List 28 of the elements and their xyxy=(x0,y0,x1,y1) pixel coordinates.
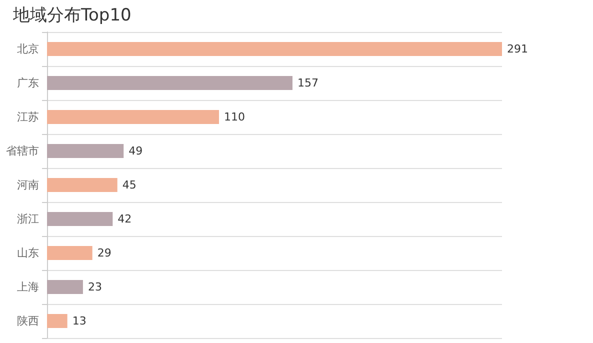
y-tick-label: 江苏 xyxy=(17,110,39,124)
y-tick-label: 河南 xyxy=(17,178,39,192)
bar xyxy=(47,144,124,158)
y-tick-label: 广东 xyxy=(17,76,39,90)
bar xyxy=(47,280,83,294)
bar xyxy=(47,42,502,56)
y-tick-label: 浙江 xyxy=(17,212,39,226)
data-label: 49 xyxy=(128,144,143,158)
y-tick-label: 省辖市 xyxy=(6,144,39,158)
data-label: 23 xyxy=(88,280,102,294)
bar xyxy=(47,110,219,124)
bar xyxy=(47,178,118,192)
y-tick-label: 上海 xyxy=(17,280,39,294)
data-label: 110 xyxy=(224,110,245,124)
data-label: 29 xyxy=(97,246,112,260)
chart-title: 地域分布Top10 xyxy=(12,6,132,26)
bar xyxy=(47,212,113,226)
bar xyxy=(47,246,92,260)
data-label: 291 xyxy=(507,42,528,56)
data-label: 45 xyxy=(122,178,136,192)
y-tick-label: 山东 xyxy=(17,246,39,260)
data-label: 13 xyxy=(72,314,86,328)
data-label: 42 xyxy=(118,212,132,226)
y-tick-label: 陕西 xyxy=(17,314,39,328)
bar xyxy=(47,314,68,328)
y-tick-label: 北京 xyxy=(17,42,39,56)
data-label: 157 xyxy=(297,76,318,90)
bar xyxy=(47,76,292,90)
